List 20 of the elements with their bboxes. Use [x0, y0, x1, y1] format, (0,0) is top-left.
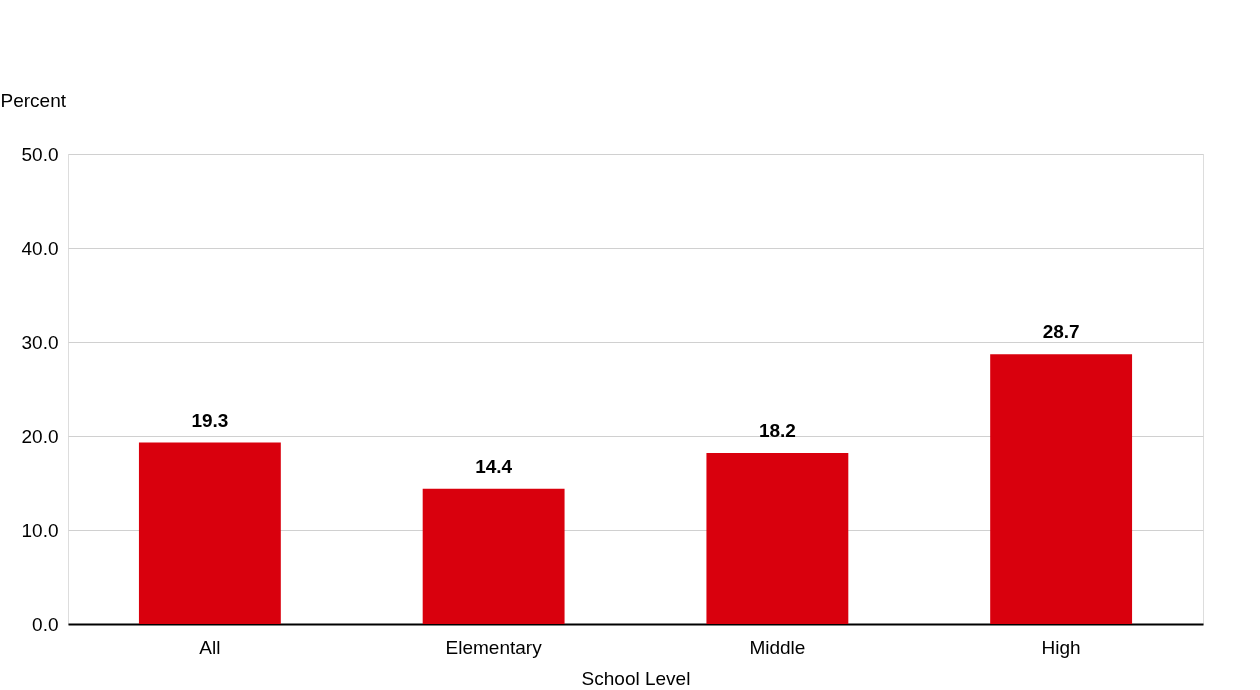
y-tick-label: 20.0 — [21, 425, 59, 447]
y-tick-label: 0.0 — [32, 613, 59, 635]
y-tick-label: 50.0 — [21, 143, 59, 165]
x-tick-label: High — [1041, 636, 1081, 658]
x-tick-label: Elementary — [445, 636, 543, 658]
bar — [706, 452, 849, 624]
y-tick-label: 10.0 — [21, 519, 59, 541]
x-axis-title: School Level — [581, 667, 691, 689]
bar — [422, 488, 565, 624]
data-label: 28.7 — [1042, 321, 1080, 343]
bar — [990, 354, 1133, 624]
data-label: 18.2 — [758, 419, 796, 441]
x-tick-label: Middle — [749, 636, 806, 658]
y-axis-title: Percent — [0, 89, 67, 111]
data-label: 19.3 — [191, 409, 229, 431]
y-tick-label: 30.0 — [21, 331, 59, 353]
y-tick-label: 40.0 — [21, 237, 59, 259]
bar — [138, 442, 281, 624]
x-tick-label: All — [199, 636, 221, 658]
data-label: 14.4 — [475, 455, 513, 477]
